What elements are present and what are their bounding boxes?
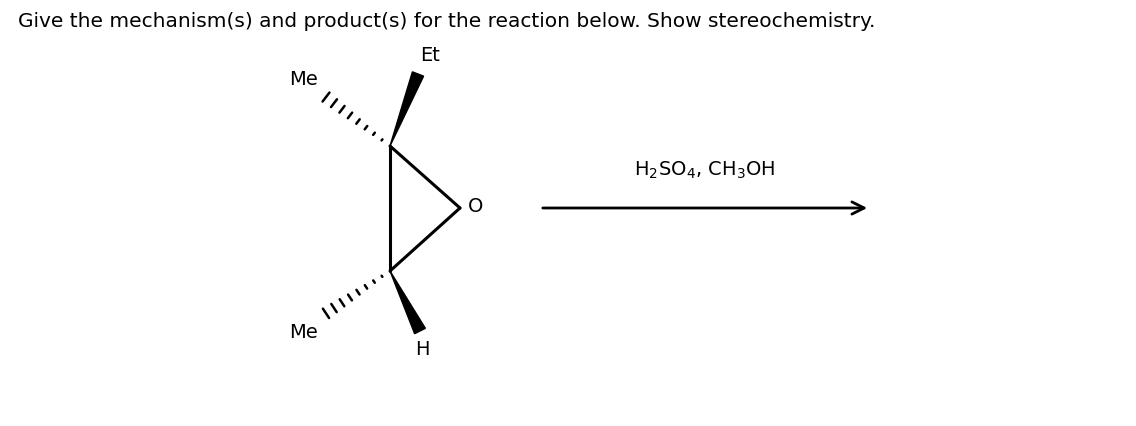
Text: Et: Et xyxy=(420,46,440,65)
Text: H$_2$SO$_4$, CH$_3$OH: H$_2$SO$_4$, CH$_3$OH xyxy=(634,159,776,181)
Text: Give the mechanism(s) and product(s) for the reaction below. Show stereochemistr: Give the mechanism(s) and product(s) for… xyxy=(18,12,876,31)
Text: Me: Me xyxy=(290,70,318,89)
Polygon shape xyxy=(390,73,424,147)
Text: H: H xyxy=(415,339,429,358)
Text: O: O xyxy=(468,197,484,216)
Text: Me: Me xyxy=(290,322,318,341)
Polygon shape xyxy=(390,271,425,334)
